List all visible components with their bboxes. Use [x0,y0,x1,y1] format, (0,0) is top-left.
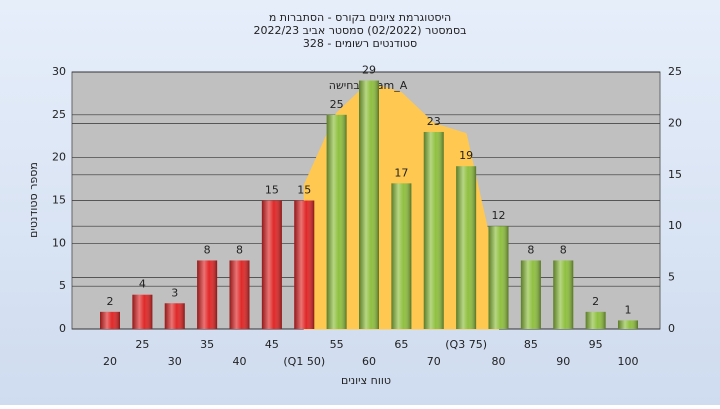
data-label: 8 [560,243,567,256]
x-tick-label: 90 [556,355,570,368]
bar-shade [456,166,477,329]
x-tick-label: 100 [618,355,639,368]
y-axis-title: מספר סטודנטים [27,162,40,238]
data-label: 8 [527,243,534,256]
bar-shade [229,260,250,329]
bar-shade [100,311,120,329]
x-tick-label: (Q1 50) [283,355,325,368]
x-tick-label: (Q3 75) [445,338,487,351]
y2-tick-label: 15 [668,168,682,181]
x-tick-label: 80 [492,355,506,368]
bar-shade [618,320,638,329]
bar-shade [132,294,153,329]
x-tick-label: 40 [233,355,247,368]
y2-tick-label: 25 [668,65,682,78]
x-tick-label: 55 [330,338,344,351]
bar-shade [520,260,541,329]
x-tick-label: 45 [265,338,279,351]
data-label: 3 [171,286,178,299]
x-tick-label: 35 [200,338,214,351]
x-axis-title: טווח ציונים [341,374,391,387]
y-tick-label: 30 [52,65,66,78]
y-tick-label: 25 [52,108,66,121]
y-tick-label: 5 [59,279,66,292]
y2-tick-label: 5 [668,271,675,284]
data-label: 17 [394,166,408,179]
x-tick-label: 70 [427,355,441,368]
bar-shade [553,260,574,329]
data-label: 4 [139,278,146,291]
x-tick-label: 60 [362,355,376,368]
bar-shade [164,303,185,329]
bar-shade [391,183,412,329]
data-label: 12 [492,209,506,222]
y-tick-label: 0 [59,322,66,335]
bar-shade [585,311,606,329]
bar-shade [197,260,218,329]
data-label: 23 [427,115,441,128]
bar-shade [488,226,509,329]
bar-shade [294,200,315,329]
y-tick-label: 10 [52,236,66,249]
data-label: 8 [236,243,243,256]
bar-shade [326,114,347,329]
data-label: 1 [625,303,632,316]
data-label: 2 [592,295,599,308]
data-label: 25 [330,98,344,111]
bar-shade [423,131,444,329]
data-label: 8 [204,243,211,256]
y2-tick-label: 10 [668,219,682,232]
x-tick-label: 20 [103,355,117,368]
y2-tick-label: 0 [668,322,675,335]
data-label: 19 [459,149,473,162]
data-label: 15 [297,184,311,197]
title-line: היסטוגרמת ציונים בקורס - הסתברות מ [269,11,451,24]
title-line: בסמסטר (02/2022) סמסטר אביב 2022/23 [253,24,466,37]
title-line: סטודנטים רשומים - 328 [303,37,417,50]
data-label: 29 [362,64,376,77]
bar-shade [261,200,282,329]
y-tick-label: 15 [52,194,66,207]
x-tick-label: 65 [394,338,408,351]
y-tick-label: 20 [52,151,66,164]
bar-shade [359,80,379,329]
data-label: 15 [265,184,279,197]
x-tick-label: 95 [589,338,603,351]
data-label: 2 [107,295,114,308]
y2-tick-label: 20 [668,116,682,129]
x-tick-label: 30 [168,355,182,368]
x-tick-label: 25 [135,338,149,351]
x-tick-label: 85 [524,338,538,351]
